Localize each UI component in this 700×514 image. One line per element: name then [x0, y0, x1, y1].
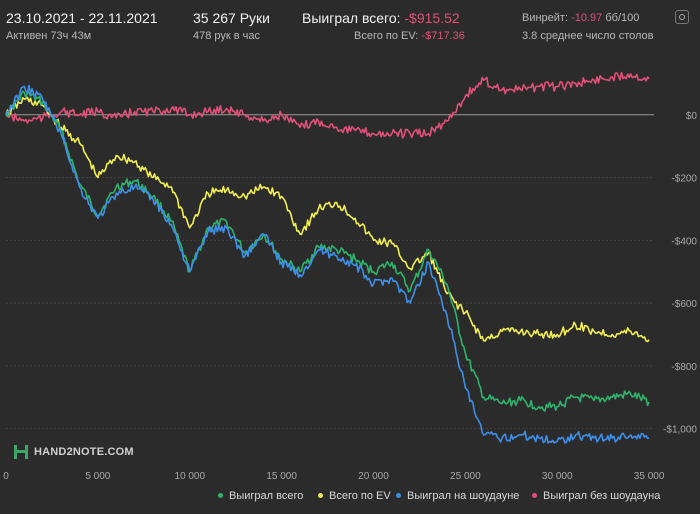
- legend-dot-icon: [318, 492, 323, 498]
- series-line: [5, 96, 650, 343]
- winrate: Винрейт: -10.97 бб/100: [522, 12, 639, 24]
- legend-label: Выиграл всего: [229, 490, 304, 502]
- series-line: [5, 71, 650, 139]
- legend-label: Всего по EV: [329, 490, 391, 502]
- legend-label: Выиграл на шоудауне: [407, 490, 520, 502]
- legend-item[interactable]: Выиграл всего: [218, 490, 303, 502]
- y-tick-label: -$1,000: [663, 425, 697, 436]
- y-tick-label: -$400: [671, 236, 697, 247]
- won-total-value: -$915.52: [404, 10, 460, 26]
- date-range: 23.10.2021 - 22.11.2021: [6, 10, 158, 26]
- legend-dot-icon: [218, 492, 223, 498]
- x-tick-label: 15 000: [266, 471, 297, 482]
- ev-total-value: -$717.36: [421, 30, 465, 42]
- ev-total-label: Всего по EV:: [354, 30, 419, 42]
- winrate-value: -10.97: [571, 12, 603, 24]
- x-tick-label: 25 000: [450, 471, 481, 482]
- won-total: Выиграл всего: -$915.52: [302, 10, 460, 26]
- hands-count: 35 267 Руки: [193, 10, 270, 26]
- legend-item[interactable]: Выиграл на шоудауне: [396, 490, 519, 502]
- y-tick-label: -$200: [671, 174, 697, 185]
- won-total-label: Выиграл всего:: [302, 10, 401, 26]
- hands-per-hour: 478 рук в час: [193, 30, 261, 42]
- gear-icon[interactable]: [675, 10, 689, 24]
- legend-item[interactable]: Всего по EV: [318, 490, 391, 502]
- hand2note-logo: HAND2NOTE.COM: [14, 445, 134, 459]
- series-line: [5, 84, 650, 444]
- x-tick-label: 20 000: [358, 471, 389, 482]
- active-time: Активен 73ч 43м: [6, 30, 92, 42]
- legend-label: Выиграл без шоудауна: [543, 490, 661, 502]
- legend-dot-icon: [532, 492, 537, 498]
- x-tick-label: 10 000: [174, 471, 205, 482]
- logo-text: HAND2NOTE.COM: [34, 446, 134, 458]
- y-tick-label: $0: [686, 111, 698, 122]
- ev-total: Всего по EV: -$717.36: [354, 30, 465, 42]
- winrate-label: Винрейт:: [522, 12, 569, 24]
- hand2note-logo-icon: [14, 445, 28, 459]
- legend-item[interactable]: Выиграл без шоудауна: [532, 490, 660, 502]
- winrate-unit: бб/100: [605, 12, 640, 24]
- x-tick-label: 30 000: [542, 471, 573, 482]
- x-tick-label: 5 000: [85, 471, 110, 482]
- x-tick-label: 0: [3, 471, 9, 482]
- stats-header: 23.10.2021 - 22.11.2021 Активен 73ч 43м …: [0, 0, 700, 48]
- y-tick-label: -$600: [671, 299, 697, 310]
- x-tick-label: 35 000: [634, 471, 665, 482]
- avg-tables: 3.8 среднее число столов: [522, 30, 654, 42]
- legend-dot-icon: [396, 492, 401, 498]
- chart-legend: Выиграл всего Всего по EV Выиграл на шоуда…: [0, 490, 700, 510]
- y-tick-label: -$800: [671, 362, 697, 373]
